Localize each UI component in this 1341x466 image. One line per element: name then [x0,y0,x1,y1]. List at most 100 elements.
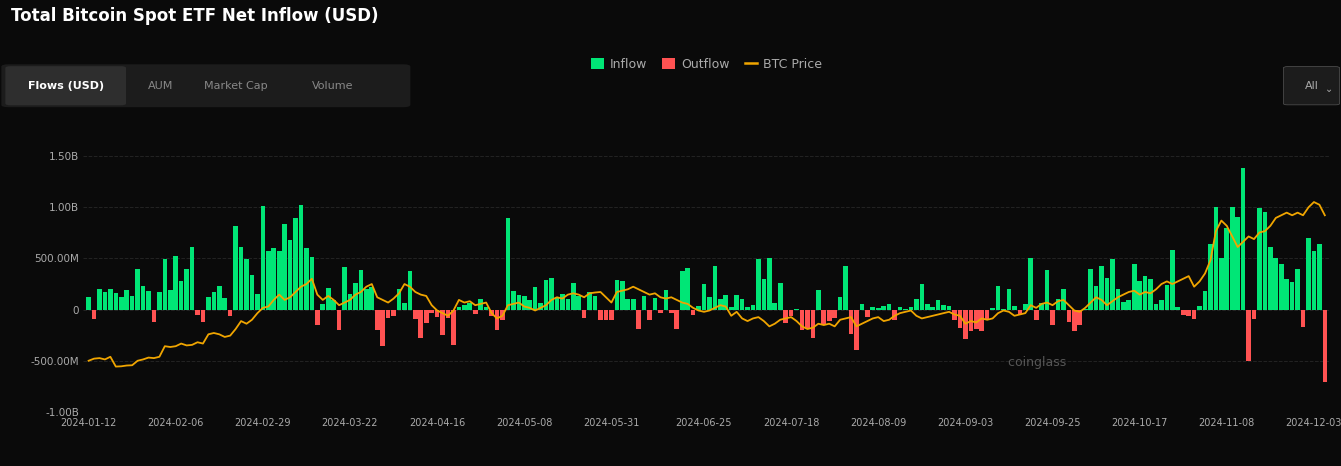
Bar [1246,310,1251,361]
Bar [653,298,657,310]
Bar [489,310,493,316]
Bar [283,225,287,310]
Bar [479,300,483,310]
Bar [1110,260,1114,310]
Text: ⌄: ⌄ [1325,83,1333,94]
Bar [1176,307,1180,310]
Bar [326,288,330,310]
Bar [881,306,886,310]
Bar [1071,310,1077,331]
Bar [630,300,636,310]
Bar [157,292,162,310]
Bar [979,310,984,331]
Text: Volume: Volume [312,81,353,91]
Bar [1089,268,1093,310]
Bar [217,286,221,310]
Bar [957,310,963,328]
Bar [897,307,902,310]
Bar [1187,310,1191,316]
Text: All: All [1305,81,1320,91]
Bar [854,310,858,350]
Bar [1050,310,1055,325]
Bar [740,300,744,310]
Bar [805,310,810,328]
Bar [440,310,445,336]
Text: Total Bitcoin Spot ETF Net Inflow (USD): Total Bitcoin Spot ETF Net Inflow (USD) [11,7,378,25]
Bar [141,286,145,310]
Bar [1132,263,1137,310]
Bar [778,283,783,310]
Bar [201,310,205,322]
Bar [468,302,472,310]
Bar [952,310,957,320]
Bar [833,310,837,318]
Bar [603,310,609,320]
Bar [789,310,794,316]
Bar [1055,300,1061,310]
Bar [358,270,363,310]
Bar [1002,308,1006,310]
Bar [571,283,575,310]
Bar [173,256,178,310]
Bar [968,310,974,331]
Bar [276,251,282,310]
Bar [1214,207,1218,310]
Text: AUM: AUM [149,81,173,91]
Bar [947,306,951,310]
Bar [310,257,314,310]
Bar [838,297,842,310]
Bar [451,310,456,345]
Bar [375,310,380,330]
Bar [271,248,276,310]
Bar [577,296,581,310]
Bar [1301,310,1305,327]
Bar [1230,207,1235,310]
Bar [1105,278,1109,310]
Bar [527,301,532,310]
Bar [1322,310,1328,382]
Bar [723,295,728,310]
Bar [1251,310,1257,319]
Bar [974,310,979,329]
Bar [1240,168,1246,310]
Bar [1012,306,1016,310]
Bar [886,303,892,310]
Text: Flows (USD): Flows (USD) [28,81,103,91]
Bar [756,260,760,310]
Bar [870,307,876,310]
Bar [1263,212,1267,310]
Bar [648,310,652,320]
Bar [445,310,451,318]
Bar [1023,303,1027,310]
Bar [963,310,968,339]
Bar [1224,227,1230,310]
Bar [810,310,815,338]
Bar [255,295,260,310]
Bar [783,310,789,323]
Bar [936,301,940,310]
Bar [1181,310,1185,315]
Bar [347,295,353,310]
Bar [1219,258,1224,310]
Bar [904,308,908,310]
Bar [413,310,417,319]
Bar [304,248,308,310]
Bar [707,297,712,310]
Bar [109,289,113,310]
Bar [587,292,591,310]
Bar [337,310,342,330]
Bar [500,310,504,320]
Bar [506,218,510,310]
Bar [931,307,935,310]
Bar [915,300,919,310]
Bar [669,310,673,313]
Bar [1203,291,1207,310]
Bar [125,290,129,310]
Bar [990,308,995,310]
Bar [381,310,385,346]
Bar [712,266,717,310]
Bar [1153,303,1159,310]
Bar [244,260,249,310]
Bar [1018,310,1022,314]
Bar [680,271,684,310]
